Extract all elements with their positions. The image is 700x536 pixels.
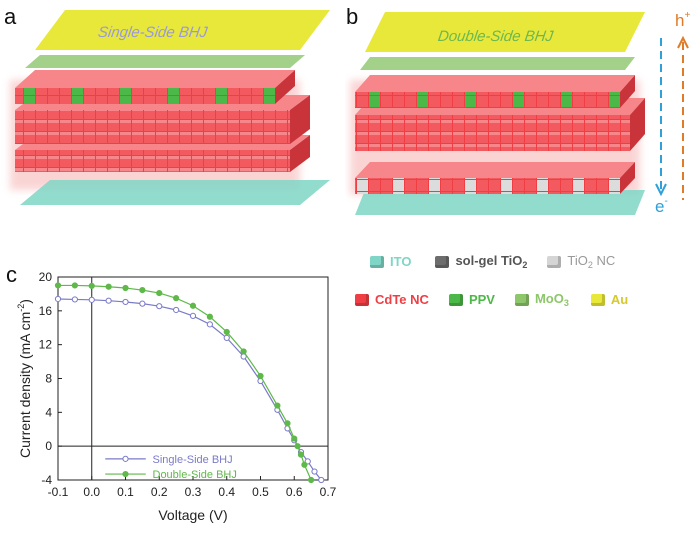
x-tick-label: 0.4 [218, 485, 235, 499]
electron-label: e- [655, 196, 668, 216]
legend-ito: ITO [370, 254, 411, 269]
data-point [71, 282, 78, 289]
y-axis-label: Current density (mA cm-2) [16, 299, 33, 458]
data-point [223, 328, 230, 336]
data-point [223, 334, 230, 342]
data-point [156, 303, 163, 310]
legend-label: Double-Side BHJ [153, 469, 237, 481]
x-tick-label: 0.3 [185, 485, 202, 499]
charge-arrows [655, 35, 689, 200]
data-point [88, 282, 95, 289]
data-point [139, 300, 146, 307]
series-line [57, 298, 322, 481]
data-point [88, 296, 95, 303]
solgel-swatch-icon [435, 255, 450, 268]
x-tick-label: 0.1 [117, 485, 134, 499]
legend-ppv: PPV [448, 292, 495, 307]
data-point [297, 451, 305, 458]
legend-moo3: MoO3 [514, 291, 569, 308]
x-tick-label: 0.0 [83, 485, 100, 499]
data-point [240, 348, 247, 355]
legend-tio2-nc: TiO2 NC [547, 253, 615, 270]
x-tick-label: 0.7 [320, 485, 337, 499]
moo3-layer [25, 55, 305, 68]
y-tick-label: 12 [39, 338, 53, 352]
cdte-swatch-icon [355, 293, 369, 306]
moo3-layer-b [360, 57, 635, 70]
data-point [71, 296, 78, 303]
y-tick-label: 8 [45, 372, 52, 386]
cdte-middle-layer [15, 110, 290, 144]
legend-cdte: CdTe NC [355, 292, 429, 307]
cdte-ppv-layer [15, 88, 275, 104]
hole-label: h+ [675, 10, 691, 30]
data-point [54, 295, 62, 303]
data-point [156, 289, 163, 297]
single-side-device-diagram [10, 10, 330, 205]
legend-marker [122, 470, 129, 478]
jv-chart: -0.1 0.0 0.1 0.2 0.3 0.4 0.5 0.6 0.7 -4 0 4 8 12 16 20 V… [16, 270, 337, 523]
cdte-middle-layer-b [355, 115, 630, 151]
x-tick-label: 0.5 [252, 485, 269, 499]
data-point [206, 321, 213, 328]
legend-row-2: CdTe NC PPV MoO3 Au [355, 291, 628, 308]
data-point [122, 284, 129, 292]
data-point [122, 298, 129, 306]
legend-au: Au [590, 292, 628, 307]
data-point [294, 443, 301, 450]
single-side-title: Single-Side BHJ [96, 24, 209, 41]
y-tick-label: 20 [39, 270, 53, 284]
panel-a-letter: a [4, 4, 17, 29]
data-point [274, 402, 281, 409]
ito-layer [20, 180, 330, 205]
data-point [318, 476, 325, 484]
x-tick-label: 0.6 [286, 485, 303, 499]
x-tick-label: -0.1 [48, 485, 69, 499]
series-line [58, 284, 312, 481]
ppv-swatch-icon [448, 293, 463, 306]
legend-marker [122, 455, 129, 462]
cdte-ppv-layer-b [355, 92, 620, 108]
y-tick-label: 16 [39, 304, 53, 318]
panel-b-letter: b [346, 4, 359, 29]
data-point [173, 295, 180, 302]
ito-swatch-icon [370, 255, 384, 268]
cdte-lower-layer [15, 150, 290, 172]
data-point [189, 302, 197, 309]
data-point [54, 282, 62, 289]
ito-layer-b [355, 190, 645, 215]
y-tick-label: 4 [45, 405, 52, 419]
double-side-title: Double-Side BHJ [436, 28, 555, 45]
data-point [173, 306, 180, 314]
data-point [105, 283, 112, 290]
legend-row-1: ITO sol-gel TiO2 TiO2 NC [370, 253, 615, 270]
au-layer-b [365, 12, 645, 52]
data-point [311, 468, 318, 475]
x-tick-label: 0.2 [151, 485, 168, 499]
double-side-device-diagram [350, 12, 645, 215]
data-point [257, 372, 264, 380]
data-point [284, 420, 291, 427]
y-tick-label: 0 [45, 439, 52, 453]
au-layer [35, 10, 330, 50]
data-point [308, 476, 315, 484]
data-point [206, 313, 213, 320]
moo3-swatch-icon [514, 293, 529, 306]
tio2nc-swatch-icon [547, 255, 562, 268]
data-point [301, 461, 308, 468]
y-tick-label: -4 [41, 473, 52, 487]
data-point [189, 312, 197, 320]
panel-c-letter: c [6, 262, 17, 287]
legend-label: Single-Side BHJ [153, 454, 233, 466]
au-swatch-icon [590, 293, 605, 306]
data-point [139, 287, 146, 294]
x-axis-label: Voltage (V) [158, 507, 227, 523]
data-point [291, 435, 298, 442]
data-point [105, 297, 112, 304]
cdte-tio2-layer [355, 178, 620, 194]
legend-solgel-tio2: sol-gel TiO2 [435, 253, 527, 270]
